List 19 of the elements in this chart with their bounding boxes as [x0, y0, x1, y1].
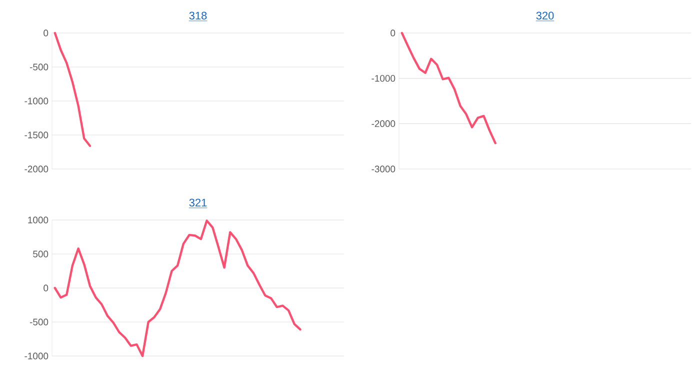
- y-tick-label: 1000: [28, 216, 48, 224]
- y-tick-label: -3000: [372, 166, 396, 172]
- y-tick-label: -500: [30, 64, 48, 70]
- y-tick-label: -1000: [24, 98, 48, 104]
- y-tick-label: -2000: [24, 166, 48, 172]
- y-tick-label: -2000: [372, 120, 396, 128]
- line-series: [54, 32, 92, 147]
- y-tick-label: 500: [33, 250, 48, 258]
- y-tick-label: 0: [44, 30, 48, 36]
- y-tick-label: -1500: [24, 132, 48, 138]
- chart-title: 321: [189, 198, 207, 207]
- y-tick-label: 0: [44, 284, 48, 292]
- y-tick-label: 0: [390, 30, 396, 36]
- y-tick-label: -1000: [372, 74, 396, 82]
- chart-title: 320: [536, 12, 554, 20]
- y-tick-label: -1000: [24, 352, 48, 360]
- line-series: [400, 32, 496, 144]
- y-tick-label: -500: [30, 318, 48, 326]
- chart-title: 318: [189, 12, 207, 20]
